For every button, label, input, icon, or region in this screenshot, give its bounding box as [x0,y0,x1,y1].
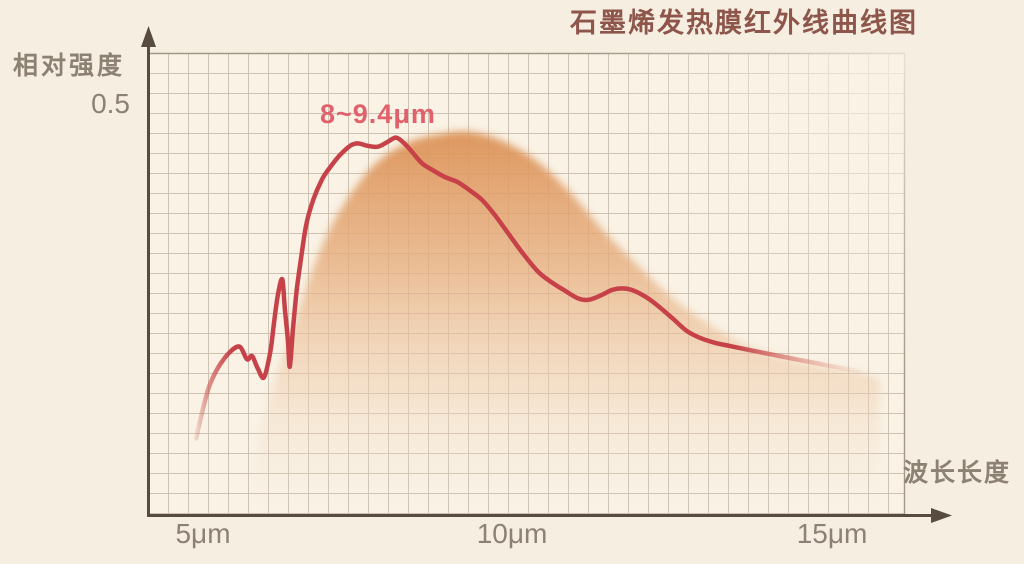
x-axis-label: 波长长度 [903,459,1012,487]
emission-envelope-area [252,131,880,515]
x-axis-tick-15um: 15μm [796,518,868,549]
x-axis-tick-5um: 5μm [175,518,231,549]
x-axis-arrow-icon [931,508,952,523]
axes [141,26,952,523]
chart-title: 石墨烯发热膜红外线曲线图 [570,8,918,38]
y-axis-arrow-icon [141,26,156,47]
y-axis-tick-0.5: 0.5 [91,88,130,119]
x-axis-tick-10um: 10μm [476,518,548,549]
infrared-curve [193,135,863,441]
y-axis-label: 相对强度 [13,52,126,80]
peak-band-annotation: 8~9.4μm [320,99,436,129]
